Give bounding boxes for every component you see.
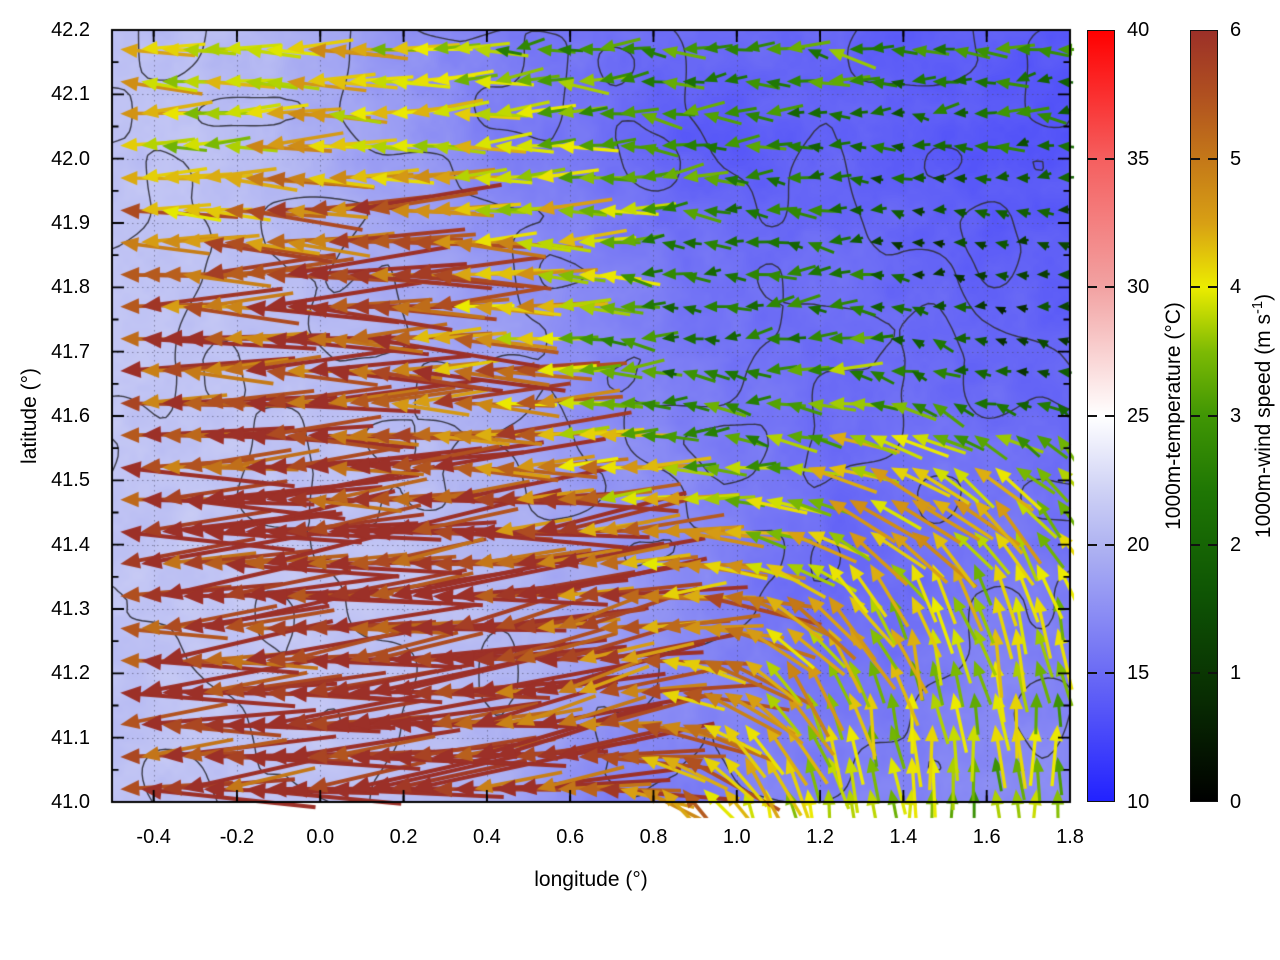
temperature-colorbar-tick [1105, 543, 1114, 546]
temperature-colorbar-tick [1105, 286, 1114, 289]
wind-colorbar-tick-label: 4 [1230, 276, 1242, 299]
wind-colorbar-tick-label: 0 [1230, 791, 1242, 813]
wind-colorbar-tick [1191, 157, 1200, 160]
y-tick-label: 41.8 [51, 276, 90, 299]
x-tick-label: 1.8 [1056, 826, 1084, 848]
x-axis-title: longitude (°) [534, 868, 648, 891]
wind-colorbar-tick [1208, 672, 1217, 675]
wind-colorbar-tick [1208, 157, 1217, 160]
y-tick-label: 42.2 [51, 19, 90, 41]
wind-colorbar-tick [1191, 415, 1200, 417]
y-tick-label: 41.9 [51, 212, 90, 234]
y-tick-label: 41.6 [51, 405, 90, 427]
temperature-colorbar-tick-label: 40 [1127, 19, 1150, 41]
y-tick-label: 41.4 [51, 533, 90, 556]
temperature-colorbar-tick [1088, 157, 1097, 160]
temperature-colorbar-tick [1105, 415, 1114, 417]
x-tick-label: -0.2 [219, 826, 255, 848]
wind-colorbar-tick-label: 2 [1230, 533, 1242, 556]
wind-colorbar-tick [1208, 415, 1217, 417]
x-tick-label: 0.4 [472, 826, 501, 848]
x-tick-label: -0.4 [136, 826, 171, 848]
temperature-colorbar-tick-label: 10 [1127, 791, 1150, 813]
temperature-colorbar-tick [1088, 672, 1097, 675]
wind-colorbar-tick [1191, 672, 1200, 675]
temperature-colorbar-tick-label: 35 [1127, 147, 1150, 170]
y-tick-label: 41.5 [51, 469, 90, 492]
x-tick-label: 1.6 [972, 826, 1001, 848]
temperature-colorbar-tick-label: 20 [1127, 533, 1150, 556]
wind-colorbar-tick-label: 3 [1230, 405, 1242, 427]
x-tick-label: 0.0 [306, 826, 335, 848]
wind-colorbar-tick [1208, 543, 1217, 546]
y-tick-label: 41.3 [51, 598, 90, 620]
temperature-colorbar-tick-label: 15 [1127, 662, 1150, 685]
x-tick-label: 1.0 [722, 826, 751, 848]
wind-colorbar-tick [1208, 286, 1217, 289]
y-tick-label: 42.0 [51, 147, 90, 170]
temperature-colorbar-tick [1088, 286, 1097, 289]
y-tick-label: 42.1 [51, 83, 90, 106]
temperature-colorbar-tick [1105, 157, 1114, 160]
temperature-colorbar-tick-label: 25 [1127, 405, 1150, 427]
wind-colorbar-tick-label: 6 [1230, 19, 1242, 41]
x-tick-label: 0.6 [556, 826, 585, 848]
x-tick-label: 1.4 [889, 826, 918, 848]
wind-colorbar-title-sup: -1 [1250, 300, 1266, 314]
wind-colorbar-tick [1191, 286, 1200, 289]
temperature-colorbar-tick [1105, 672, 1114, 675]
y-tick-label: 41.1 [51, 726, 90, 749]
wind-colorbar-tick-label: 5 [1230, 147, 1242, 170]
x-tick-label: 1.2 [806, 826, 834, 848]
temperature-colorbar-tick [1088, 415, 1097, 417]
y-tick-label: 41.7 [51, 340, 90, 363]
x-tick-label: 0.8 [639, 826, 668, 848]
y-tick-label: 41.0 [51, 791, 90, 813]
temperature-colorbar-tick [1088, 543, 1097, 546]
wind-colorbar-tick-label: 1 [1230, 662, 1242, 685]
y-tick-label: 41.2 [51, 662, 90, 685]
x-tick-label: 0.2 [389, 826, 418, 848]
temperature-colorbar-tick-label: 30 [1127, 276, 1150, 299]
wind-colorbar-tick [1191, 543, 1200, 546]
